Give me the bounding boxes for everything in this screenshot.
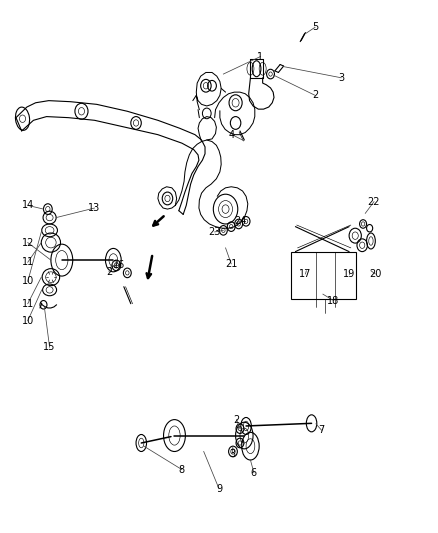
- Text: 9: 9: [216, 484, 222, 494]
- Text: 4: 4: [229, 130, 235, 140]
- Text: 23: 23: [208, 227, 221, 237]
- Text: 2: 2: [233, 415, 240, 425]
- Text: 14: 14: [21, 200, 34, 211]
- Text: 12: 12: [21, 238, 34, 247]
- Text: 16: 16: [113, 261, 126, 270]
- Text: 18: 18: [327, 295, 339, 305]
- Text: 3: 3: [229, 449, 235, 458]
- Text: 24: 24: [234, 216, 246, 227]
- Text: 3: 3: [338, 73, 344, 83]
- Text: 11: 11: [21, 257, 34, 267]
- Text: 7: 7: [318, 425, 325, 435]
- Text: 13: 13: [88, 203, 101, 213]
- Text: 8: 8: [179, 465, 185, 474]
- Text: 6: 6: [251, 468, 257, 478]
- Text: 21: 21: [225, 259, 237, 269]
- Text: 10: 10: [21, 277, 34, 286]
- Text: 1: 1: [258, 52, 264, 61]
- Text: 17: 17: [299, 269, 311, 279]
- Text: 22: 22: [368, 197, 380, 207]
- Bar: [291, 252, 356, 300]
- Text: 10: 10: [21, 316, 34, 326]
- Text: 15: 15: [43, 342, 56, 352]
- Text: 20: 20: [369, 269, 381, 279]
- Text: 2: 2: [312, 90, 318, 100]
- Text: 11: 11: [21, 298, 34, 309]
- Text: 2: 2: [106, 267, 112, 277]
- Text: 5: 5: [312, 22, 318, 33]
- Text: 19: 19: [343, 269, 355, 279]
